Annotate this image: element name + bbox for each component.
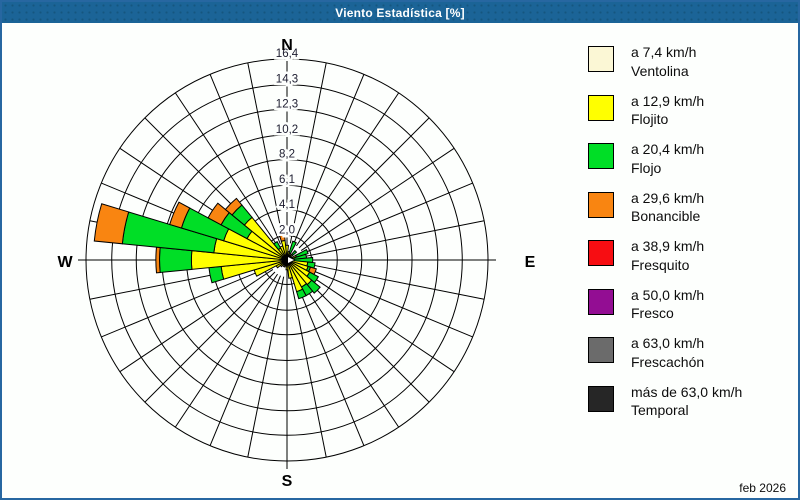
spoke-line — [289, 62, 327, 244]
ring-circle — [111, 84, 463, 436]
ring-label: 8,2 — [279, 149, 295, 161]
legend-speed-label: a 63,0 km/h — [631, 335, 705, 351]
ring-label: 12,3 — [276, 98, 298, 110]
chart-content: 2,0 4,1 6,1 8,2 10,2 12,3 14,3 16,4 N E S W a 7,4 k… — [2, 23, 798, 498]
spoke-line — [209, 74, 281, 245]
spoke-line — [296, 92, 400, 247]
compass-label-e: E — [525, 254, 536, 271]
wind-rose-chart: 2,0 4,1 6,1 8,2 10,2 12,3 14,3 16,4N E S W — [57, 37, 535, 490]
ring-label: 6,1 — [279, 174, 295, 186]
compass-label-n: N — [281, 37, 293, 54]
legend-strength-label: Flojito — [631, 111, 669, 127]
wind-petals — [93, 197, 321, 300]
fresquito-color-swatch — [588, 240, 614, 266]
legend-strength-label: Ventolina — [631, 62, 689, 79]
flojito-color-swatch — [588, 94, 614, 121]
spoke-line — [300, 269, 455, 373]
page-title: Viento Estadística [%] — [335, 5, 465, 20]
bonancible-color-swatch — [588, 191, 614, 218]
legend-item-temporal: más de 63,0 km/h Temporal — [588, 383, 788, 423]
rose-center-dot — [282, 255, 292, 265]
legend-speed-label: a 7,4 km/h — [631, 44, 697, 60]
legend-speed-label: a 12,9 km/h — [631, 92, 705, 109]
petal-segment-bonancible — [155, 246, 161, 274]
ring-label: 14,3 — [276, 74, 298, 86]
date-label: feb 2026 — [739, 481, 786, 495]
ring-label: 10,2 — [276, 124, 298, 136]
petal-segment-flojo — [295, 288, 307, 300]
spoke-line — [174, 273, 278, 428]
spoke-line — [119, 269, 274, 373]
legend: a 7,4 km/h Ventolina a 12,9 km/h Flojito… — [588, 44, 788, 433]
compass-label-s: S — [282, 473, 293, 490]
legend-strength-label: Frescachón — [631, 353, 705, 370]
legend-strength-label: Temporal — [631, 402, 689, 418]
spoke-line — [302, 182, 473, 254]
petal-segment-bonancible — [93, 203, 130, 245]
spoke-line — [209, 275, 281, 446]
spoke-line — [101, 266, 272, 338]
petal-segment-flojo — [288, 240, 297, 255]
center-arrow-icon — [288, 257, 294, 263]
legend-item-flojo: a 20,4 km/h Flojo — [588, 141, 788, 180]
petal-segment-flojo — [290, 249, 298, 257]
legend-strength-label: Bonancible — [631, 208, 701, 224]
spoke-line — [296, 273, 400, 428]
petal-segment-bonancible — [224, 197, 243, 216]
legend-item-bonancible: a 29,6 km/h Bonancible — [588, 189, 788, 229]
ring-label: 4,1 — [279, 199, 295, 211]
spoke-line — [303, 262, 485, 300]
fresco-color-swatch — [588, 288, 614, 315]
legend-speed-label: más de 63,0 km/h — [631, 383, 743, 400]
spoke-line — [293, 275, 365, 446]
legend-speed-label: a 20,4 km/h — [631, 141, 705, 157]
petal-segment-flojo — [159, 246, 193, 274]
ring-circle — [135, 108, 439, 412]
legend-speed-label: a 50,0 km/h — [631, 286, 705, 303]
spoke-line — [293, 74, 365, 245]
spoke-line — [174, 92, 278, 247]
ring-circle — [85, 58, 489, 462]
radial-tick-labels: 2,0 4,1 6,1 8,2 10,2 12,3 14,3 16,4 — [273, 46, 301, 239]
ventolina-color-swatch — [588, 46, 614, 72]
temporal-color-swatch — [588, 385, 614, 412]
spoke-line — [303, 220, 485, 258]
legend-strength-label: Fresquito — [631, 256, 690, 273]
legend-item-ventolina: a 7,4 km/h Ventolina — [588, 44, 788, 83]
spoke-line — [144, 271, 276, 403]
petal-segment-bonancible — [169, 201, 191, 229]
legend-strength-label: Fresco — [631, 305, 674, 321]
legend-speed-label: a 38,9 km/h — [631, 238, 705, 254]
spoke-line — [302, 266, 473, 338]
spoke-line — [298, 271, 430, 403]
legend-item-fresquito: a 38,9 km/h Fresquito — [588, 238, 788, 277]
legend-item-flojito: a 12,9 km/h Flojito — [588, 92, 788, 132]
compass-labels: N E S W — [57, 37, 535, 490]
compass-label-w: W — [57, 254, 73, 271]
spoke-line — [289, 276, 327, 458]
spoke-line — [247, 62, 285, 244]
spoke-line — [298, 117, 430, 249]
ring-label: 2,0 — [279, 224, 295, 236]
legend-item-frescachon: a 63,0 km/h Frescachón — [588, 335, 788, 374]
petal-segment-bonancible — [278, 233, 286, 242]
legend-strength-label: Flojo — [631, 159, 662, 176]
legend-item-fresco: a 50,0 km/h Fresco — [588, 286, 788, 326]
ring-label: 16,4 — [276, 48, 299, 60]
petal-segment-flojo — [208, 265, 225, 284]
legend-speed-label: a 29,6 km/h — [631, 189, 705, 206]
frescachon-color-swatch — [588, 337, 614, 363]
title-bar: Viento Estadística [%] — [2, 2, 798, 23]
spoke-line — [247, 276, 285, 458]
flojo-color-swatch — [588, 143, 614, 169]
spoke-line — [300, 147, 455, 251]
